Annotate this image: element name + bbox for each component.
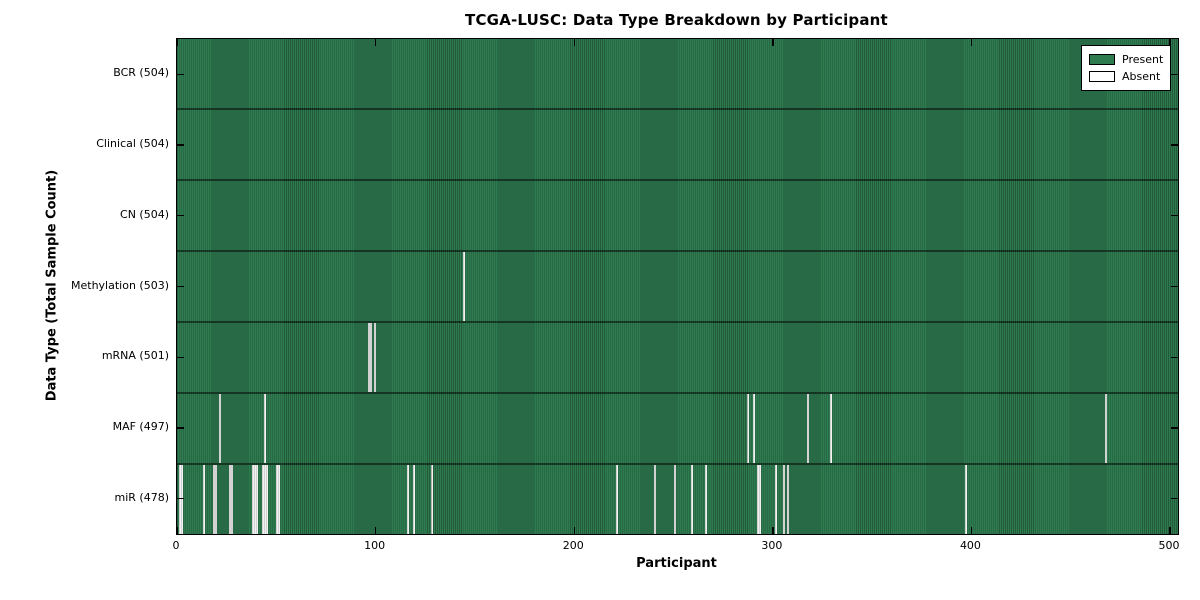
heatmap-row-mrna [177,321,1178,392]
absent-bar [413,465,416,534]
absent-bar [774,465,777,534]
x-tick-mark [573,527,575,534]
y-tick-mark [177,73,184,76]
legend-swatch-present [1089,54,1115,65]
y-tick-mark [1171,144,1178,146]
absent-bar [262,465,269,534]
y-tick-label-mir: miR (478) [114,490,170,504]
absent-bar [752,394,755,463]
y-tick-mark [177,497,184,500]
absent-bar [228,465,233,534]
x-tick-label: 500 [1158,539,1180,552]
absent-bar [431,465,434,534]
y-tick-label-methylation: Methylation (503) [71,278,169,292]
heatmap-row-maf [177,392,1178,463]
y-tick-label-mrna: mRNA (501) [101,349,169,363]
x-tick-mark [374,527,377,534]
x-tick-label: 100 [364,539,386,552]
x-tick-label: 200 [562,539,584,552]
absent-bar [1104,394,1107,463]
heatmap-row-cn [177,179,1178,250]
x-axis-label: Participant [636,556,717,571]
absent-bar [463,252,465,321]
x-tick-mark [772,527,774,534]
absent-bar [212,465,217,534]
heatmap-row-mir [177,463,1178,534]
legend-label: Present [1122,53,1164,66]
y-tick-label-clinical: Clinical (504) [96,137,169,151]
absent-bar [178,465,183,534]
absent-bar [673,465,676,534]
absent-bar [830,394,833,463]
x-tick-mark [176,527,178,534]
absent-bar [276,465,281,534]
y-tick-mark [1171,356,1178,358]
x-tick-label: 0 [172,539,180,552]
x-tick-mark [573,39,575,46]
y-tick-label-cn: CN (504) [120,207,169,221]
absent-bar [747,394,749,463]
absent-bar [786,465,789,534]
x-tick-mark [772,39,774,46]
y-tick-mark [177,356,184,358]
y-tick-mark [177,215,184,217]
y-tick-mark [1171,73,1178,76]
absent-bar [705,465,708,534]
y-tick-mark [1171,427,1178,429]
y-tick-mark [1171,215,1178,217]
absent-bar [806,394,809,463]
absent-bar [653,465,656,534]
y-tick-label-bcr: BCR (504) [113,66,169,80]
heatmap-row-bcr [177,39,1178,108]
chart-title: TCGA-LUSC: Data Type Breakdown by Partic… [465,11,888,29]
heatmap-rows [177,39,1178,534]
absent-bar [756,465,761,534]
x-tick-mark [374,39,377,46]
absent-bar [965,465,968,534]
y-tick-label-maf: MAF (497) [112,419,169,433]
x-tick-mark [1169,39,1171,46]
y-tick-mark [177,427,184,429]
heatmap-row-methylation [177,250,1178,321]
y-tick-mark [1171,497,1178,500]
absent-bar [252,465,259,534]
absent-bar [202,465,205,534]
legend-entry-present: Present [1089,51,1163,68]
absent-bar [373,323,376,392]
y-tick-mark [1171,285,1178,288]
absent-bar [367,323,372,392]
x-tick-mark [176,39,178,46]
y-tick-mark [177,285,184,288]
absent-bar [264,394,267,463]
legend-label: Absent [1122,70,1161,83]
y-tick-mark [177,144,184,146]
x-tick-mark [970,527,973,534]
absent-bar [615,465,618,534]
legend-swatch-absent [1089,71,1115,82]
x-tick-label: 400 [959,539,981,552]
x-tick-mark [970,39,973,46]
absent-bar [407,465,410,534]
legend: Present Absent [1081,45,1171,91]
x-tick-mark [1169,527,1171,534]
absent-bar [691,465,694,534]
absent-bar [218,394,221,463]
heatmap-row-clinical [177,108,1178,179]
absent-bar [782,465,785,534]
plot-area [176,38,1179,535]
legend-entry-absent: Absent [1089,68,1163,85]
x-tick-label: 300 [761,539,783,552]
